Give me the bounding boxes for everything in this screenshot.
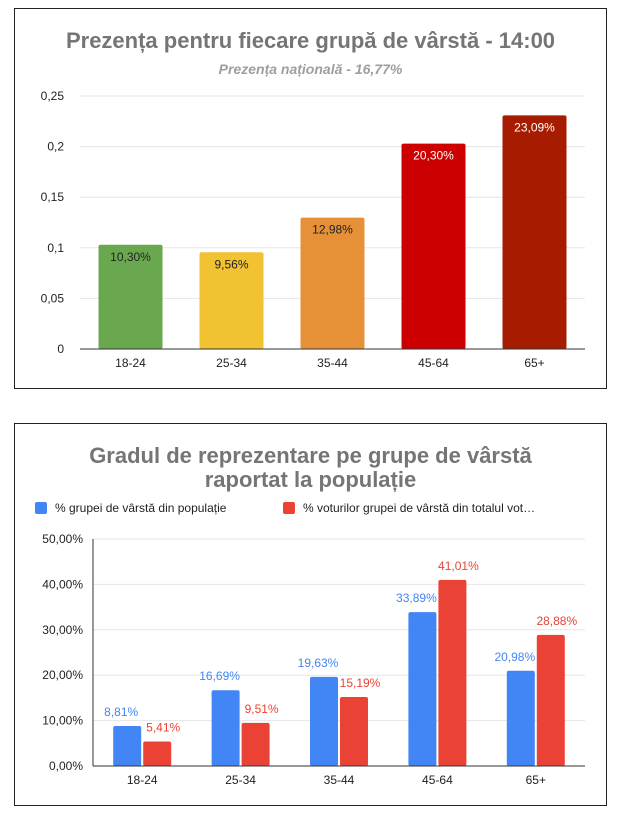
bar — [536, 634, 565, 766]
y-tick-label: 50,00% — [42, 532, 83, 546]
x-tick-label: 25-34 — [225, 773, 256, 787]
y-tick-label: 10,00% — [42, 714, 83, 728]
legend-item-population[interactable]: % grupei de vârstă din populație — [35, 501, 275, 515]
bar — [408, 612, 437, 766]
data-label: 41,01% — [438, 559, 479, 573]
legend-swatch-votes — [283, 502, 295, 514]
bar — [199, 252, 264, 349]
chart-title-line-1: Gradul de reprezentare pe grupe de vârst… — [89, 443, 532, 468]
bar — [340, 697, 368, 766]
legend-item-votes[interactable]: % voturilor grupei de vârstă din totalul… — [283, 501, 595, 515]
data-label: 28,88% — [536, 614, 577, 628]
data-label: 9,51% — [245, 702, 279, 716]
data-label: 8,81% — [104, 705, 138, 719]
data-label: 5,41% — [146, 720, 180, 734]
representation-chart-panel: Gradul de reprezentare pe grupe de vârst… — [14, 423, 607, 806]
chart-title: Gradul de reprezentare pe grupe de vârst… — [15, 444, 606, 492]
bar — [502, 115, 567, 350]
data-label: 9,56% — [214, 257, 248, 271]
turnout-chart-panel: Prezența pentru fiecare grupă de vârstă … — [14, 8, 607, 389]
y-tick-label: 0,1 — [47, 241, 64, 255]
y-tick-label: 20,00% — [42, 668, 83, 682]
x-tick-label: 35-44 — [317, 356, 348, 370]
chart-title-line-2: raportat la populație — [204, 467, 417, 492]
data-label: 15,19% — [340, 676, 381, 690]
x-tick-label: 18-24 — [127, 773, 158, 787]
x-tick-label: 18-24 — [115, 356, 146, 370]
bar — [310, 676, 338, 766]
x-tick-label: 65+ — [526, 773, 546, 787]
data-label: 16,69% — [199, 669, 240, 683]
representation-bar-chart: 0,00% 10,00% 20,00% 30,00% 40,00% 50,00% 8,81%… — [42, 532, 585, 787]
chart-legend: % grupei de vârstă din populație % votur… — [35, 501, 596, 519]
y-tick-label: 30,00% — [42, 623, 83, 637]
y-tick-label: 0,2 — [47, 140, 64, 154]
bar — [143, 741, 172, 766]
bar — [401, 143, 466, 349]
y-tick-label: 0 — [57, 342, 64, 356]
y-tick-label: 0,15 — [41, 190, 65, 204]
x-tick-label: 45-64 — [418, 356, 449, 370]
data-label: 12,98% — [312, 223, 353, 237]
data-label: 33,89% — [396, 591, 437, 605]
data-label: 20,98% — [494, 650, 535, 664]
bar — [241, 722, 270, 766]
legend-swatch-population — [35, 502, 47, 514]
y-tick-label: 0,25 — [41, 89, 65, 103]
data-label: 10,30% — [110, 250, 151, 264]
turnout-bar-chart: 0 0,05 0,1 0,15 0,2 0,25 10,30% 18-24 9,56% 25-34… — [41, 89, 585, 370]
y-tick-label: 0,05 — [41, 291, 65, 305]
data-label: 23,09% — [514, 120, 555, 134]
x-tick-label: 25-34 — [216, 356, 247, 370]
y-tick-label: 0,00% — [49, 759, 83, 773]
x-tick-label: 65+ — [524, 356, 544, 370]
bar — [506, 670, 535, 766]
bar — [113, 726, 142, 766]
data-label: 19,63% — [298, 656, 339, 670]
y-tick-label: 40,00% — [42, 577, 83, 591]
chart-subtitle: Prezența națională - 16,77% — [218, 61, 403, 77]
bar — [211, 690, 240, 766]
bar — [300, 217, 365, 349]
x-tick-label: 35-44 — [324, 773, 355, 787]
x-tick-label: 45-64 — [422, 773, 453, 787]
bar — [98, 244, 163, 349]
data-label: 20,30% — [413, 149, 454, 163]
chart-title: Prezența pentru fiecare grupă de vârstă … — [65, 28, 556, 53]
bar — [438, 579, 467, 766]
